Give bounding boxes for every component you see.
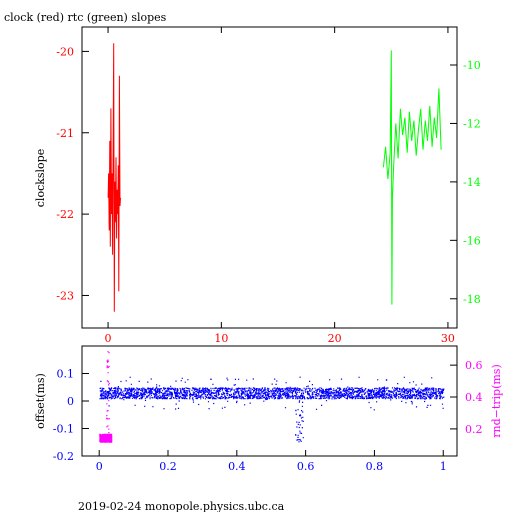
bottom-y-axis: -0.2 -0.1 0 0.1: [53, 368, 89, 463]
top-chart: 0 10 20 30 -23 -22 -21 -20 -18 -16 -14 -12 -10 clo…: [34, 26, 481, 345]
bottom-y-axis-label: offset(ms): [34, 373, 47, 429]
bottom-y2-axis: 0.2 0.4 0.6: [450, 359, 483, 436]
bottom-chart-frame: [81, 345, 458, 457]
top-y2-tick-label: -18: [463, 293, 481, 306]
bottom-chart: 0 0.2 0.4 0.6 0.8 1 -0.2 -0.1 0 0.1 0.2 0.4 0.6 of…: [34, 345, 503, 473]
bottom-y-tick-label: 0: [67, 395, 74, 408]
top-chart-frame: [81, 26, 458, 329]
top-y-tick-label: -22: [56, 208, 74, 221]
top-chart-title: clock (red) rtc (green) slopes: [4, 11, 167, 24]
top-y2-tick-label: -10: [463, 59, 481, 72]
bottom-x-tick-label: 0: [96, 460, 103, 473]
bottom-x-tick-label: 0.8: [366, 460, 384, 473]
top-x-tick-label: 30: [441, 332, 455, 345]
top-y2-tick-label: -12: [463, 117, 481, 130]
bottom-y-tick-label: 0.1: [57, 368, 75, 381]
top-x-axis: 0 10 20 30: [105, 27, 455, 345]
top-x-tick-label: 0: [105, 332, 112, 345]
bottom-x-tick-label: 0.2: [159, 460, 177, 473]
bottom-x-tick-label: 0.4: [228, 460, 246, 473]
clock-slope-series: [107, 43, 121, 312]
rtc-slope-series: [382, 50, 442, 305]
bottom-y-tick-label: -0.2: [53, 450, 74, 463]
bottom-y2-tick-label: 0.6: [465, 359, 483, 372]
top-y-axis: -23 -22 -21 -20: [56, 45, 89, 302]
bottom-x-tick-label: 1: [440, 460, 447, 473]
offset-points: [99, 376, 445, 443]
top-y2-tick-label: -14: [463, 176, 481, 189]
top-y-tick-label: -23: [56, 289, 74, 302]
bottom-y2-tick-label: 0.4: [465, 391, 483, 404]
bottom-x-tick-label: 0.6: [297, 460, 315, 473]
bottom-points-layer: [99, 351, 445, 443]
top-y2-tick-label: -16: [463, 234, 481, 247]
bottom-y2-axis-label: rnd−trip(ms): [490, 364, 503, 438]
top-y-tick-label: -20: [56, 45, 74, 58]
top-y-tick-label: -21: [56, 127, 74, 140]
bottom-x-axis: 0 0.2 0.4 0.6 0.8 1: [96, 450, 447, 473]
bottom-y2-tick-label: 0.2: [465, 423, 483, 436]
footer-text: 2019-02-24 monopole.physics.ubc.ca: [78, 500, 285, 512]
top-y2-axis: -18 -16 -14 -12 -10: [450, 59, 481, 306]
bottom-y-tick-label: -0.1: [53, 423, 74, 436]
top-y-axis-label: clockslope: [34, 149, 47, 207]
round-trip-points: [99, 351, 113, 443]
top-x-tick-label: 20: [328, 332, 342, 345]
top-x-tick-label: 10: [214, 332, 228, 345]
top-series-layer: [107, 43, 442, 312]
